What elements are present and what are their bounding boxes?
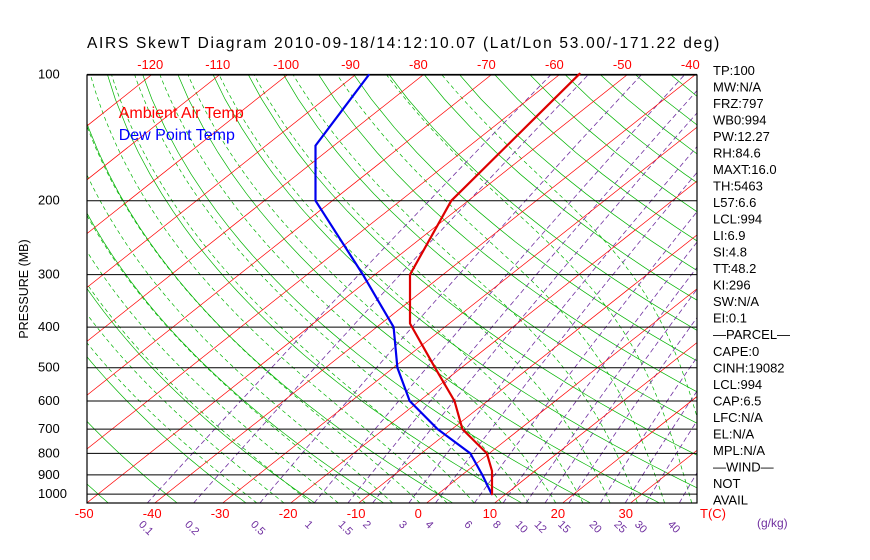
- svg-text:TT:48.2: TT:48.2: [713, 261, 756, 276]
- svg-text:25: 25: [611, 519, 628, 536]
- svg-text:-90: -90: [341, 57, 360, 72]
- svg-text:-30: -30: [211, 506, 230, 521]
- svg-text:-100: -100: [273, 57, 299, 72]
- svg-text:PRESSURE (MB): PRESSURE (MB): [17, 239, 31, 338]
- svg-text:CAP:6.5: CAP:6.5: [713, 393, 761, 408]
- svg-text:WB0:994: WB0:994: [713, 112, 766, 127]
- svg-text:400: 400: [38, 319, 60, 334]
- svg-text:0: 0: [415, 506, 422, 521]
- svg-text:1: 1: [302, 519, 315, 532]
- svg-text:100: 100: [38, 66, 60, 81]
- svg-text:T(C): T(C): [700, 506, 726, 521]
- svg-text:500: 500: [38, 360, 60, 375]
- svg-text:PW:12.27: PW:12.27: [713, 129, 770, 144]
- svg-text:CINH:19082: CINH:19082: [713, 360, 785, 375]
- svg-text:(g/kg): (g/kg): [757, 516, 788, 530]
- svg-text:200: 200: [38, 193, 60, 208]
- svg-text:10: 10: [483, 506, 497, 521]
- svg-text:0.1: 0.1: [136, 519, 155, 538]
- svg-text:MPL:N/A: MPL:N/A: [713, 443, 765, 458]
- svg-text:EL:N/A: EL:N/A: [713, 426, 755, 441]
- svg-text:-40: -40: [681, 57, 700, 72]
- svg-text:Dew Point Temp: Dew Point Temp: [119, 127, 235, 144]
- svg-text:10: 10: [513, 519, 530, 536]
- svg-text:0.5: 0.5: [248, 519, 267, 538]
- svg-text:6: 6: [461, 519, 474, 532]
- svg-text:TP:100: TP:100: [713, 63, 755, 78]
- svg-text:1.5: 1.5: [336, 519, 355, 538]
- svg-text:12: 12: [532, 519, 549, 536]
- svg-text:-10: -10: [347, 506, 366, 521]
- svg-text:15: 15: [555, 519, 572, 536]
- svg-text:MAXT:16.0: MAXT:16.0: [713, 162, 777, 177]
- svg-text:CAPE:0: CAPE:0: [713, 344, 759, 359]
- svg-text:—WIND—: —WIND—: [713, 459, 774, 474]
- svg-text:LCL:994: LCL:994: [713, 212, 762, 227]
- svg-text:-120: -120: [137, 57, 163, 72]
- svg-text:FRZ:797: FRZ:797: [713, 96, 764, 111]
- svg-text:40: 40: [665, 519, 682, 536]
- svg-text:—PARCEL—: —PARCEL—: [713, 327, 790, 342]
- svg-text:RH:84.6: RH:84.6: [713, 146, 761, 161]
- svg-text:600: 600: [38, 393, 60, 408]
- svg-text:Ambient Air Temp: Ambient Air Temp: [119, 105, 244, 122]
- svg-text:NOT: NOT: [713, 476, 741, 491]
- svg-text:LCL:994: LCL:994: [713, 377, 762, 392]
- svg-text:30: 30: [632, 519, 649, 536]
- svg-text:-80: -80: [409, 57, 428, 72]
- svg-text:AIRS SkewT Diagram 2010-09-18/: AIRS SkewT Diagram 2010-09-18/14:12:10.0…: [87, 35, 721, 52]
- svg-text:L57:6.6: L57:6.6: [713, 195, 756, 210]
- svg-text:900: 900: [38, 467, 60, 482]
- svg-text:-70: -70: [477, 57, 496, 72]
- svg-text:20: 20: [587, 519, 604, 536]
- svg-text:SI:4.8: SI:4.8: [713, 245, 747, 260]
- svg-text:-50: -50: [613, 57, 632, 72]
- svg-text:AVAIL: AVAIL: [713, 493, 748, 508]
- svg-text:LI:6.9: LI:6.9: [713, 228, 746, 243]
- svg-text:MW:N/A: MW:N/A: [713, 79, 761, 94]
- svg-text:KI:296: KI:296: [713, 278, 751, 293]
- svg-text:-110: -110: [205, 57, 230, 72]
- svg-text:SW:N/A: SW:N/A: [713, 294, 759, 309]
- svg-text:-60: -60: [545, 57, 564, 72]
- svg-text:TH:5463: TH:5463: [713, 179, 763, 194]
- svg-text:700: 700: [38, 421, 60, 436]
- svg-text:0.2: 0.2: [182, 519, 201, 538]
- svg-text:LFC:N/A: LFC:N/A: [713, 410, 763, 425]
- svg-text:300: 300: [38, 267, 60, 282]
- svg-text:800: 800: [38, 445, 60, 460]
- svg-text:3: 3: [396, 519, 409, 532]
- svg-text:-20: -20: [279, 506, 298, 521]
- svg-text:4: 4: [423, 519, 436, 532]
- svg-text:-50: -50: [75, 506, 94, 521]
- svg-text:1000: 1000: [38, 486, 67, 501]
- svg-text:EI:0.1: EI:0.1: [713, 311, 747, 326]
